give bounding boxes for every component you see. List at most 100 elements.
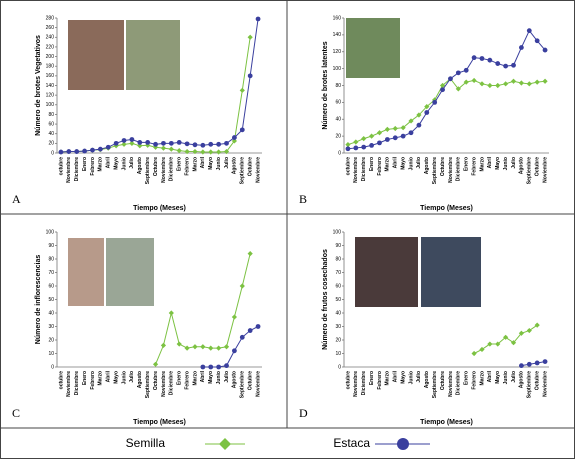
data-point	[368, 133, 375, 139]
data-point	[223, 148, 230, 155]
x-tick-label: Mayo	[495, 157, 501, 170]
x-tick-label: Enero	[177, 371, 183, 385]
data-point	[526, 28, 532, 34]
data-point	[231, 314, 238, 320]
x-tick-label: Enero	[464, 371, 470, 385]
y-tick-label: 120	[46, 92, 55, 98]
data-point	[176, 147, 182, 154]
data-point	[353, 145, 359, 151]
x-tick-label: Junio	[408, 157, 414, 170]
y-tick-label: 80	[48, 256, 54, 262]
y-tick-label: 100	[46, 229, 55, 235]
x-tick-label: octubre	[58, 157, 64, 176]
data-point	[345, 141, 351, 148]
y-tick-label: 40	[335, 117, 341, 123]
data-point	[487, 341, 493, 347]
data-point	[479, 56, 485, 61]
x-tick-label: Septiembre	[432, 157, 438, 184]
data-point	[200, 364, 206, 370]
x-tick-label: Marzo	[192, 371, 198, 385]
x-tick-label: Julio	[511, 157, 517, 169]
data-point	[487, 82, 493, 89]
y-tick-label: 240	[46, 35, 55, 41]
x-tick-label: Febrero	[184, 157, 190, 176]
x-tick-label: Septiembre	[240, 157, 246, 184]
x-axis-label: Tiempo (Meses)	[133, 205, 186, 212]
x-tick-label: Febrero	[377, 371, 383, 390]
data-point	[176, 341, 182, 347]
y-tick-label: 20	[48, 141, 54, 147]
y-tick-label: 80	[48, 112, 54, 118]
x-tick-label: Julio	[416, 157, 422, 169]
data-point	[200, 344, 206, 350]
legend-marker	[219, 438, 231, 450]
x-tick-label: Noviembre	[161, 371, 167, 397]
data-point	[184, 148, 190, 155]
x-tick-label: Septiembre	[240, 371, 246, 398]
x-tick-label: Noviembre	[542, 157, 548, 183]
data-point	[216, 141, 222, 147]
data-point	[542, 78, 548, 84]
data-point	[487, 57, 493, 63]
y-tick-label: 160	[333, 15, 342, 21]
data-point	[247, 328, 253, 333]
x-tick-label: Septiembre	[527, 371, 533, 398]
y-tick-label: 220	[46, 44, 55, 50]
x-tick-label: Enero	[369, 371, 375, 385]
x-tick-label: Octubre	[153, 371, 159, 390]
x-tick-label: Noviembre	[161, 157, 167, 183]
x-tick-label: Junio	[503, 371, 509, 384]
y-tick-label: 0	[338, 150, 341, 156]
x-tick-label: Noviembre	[542, 371, 548, 397]
x-tick-label: Junio	[121, 157, 127, 170]
data-point	[247, 34, 253, 40]
data-point	[168, 146, 174, 152]
data-point	[432, 99, 438, 105]
y-tick-label: 60	[48, 283, 54, 289]
x-tick-label: Mayo	[400, 371, 406, 384]
x-tick-label: Febrero	[184, 371, 190, 390]
data-point	[361, 136, 367, 142]
data-point	[361, 144, 367, 150]
legend-marker	[397, 438, 409, 450]
x-tick-label: Mayo	[113, 157, 119, 170]
data-point	[519, 45, 524, 50]
data-point	[518, 330, 525, 336]
data-point	[82, 148, 87, 154]
y-tick-label: 80	[335, 256, 341, 262]
data-point	[463, 67, 469, 73]
data-point	[495, 341, 501, 347]
data-point	[216, 149, 222, 155]
x-tick-label: Noviembre	[66, 157, 72, 183]
legend-label: Semilla	[126, 436, 166, 450]
x-tick-label: Junio	[216, 371, 222, 384]
x-tick-label: Abril	[487, 370, 493, 382]
data-point	[239, 87, 245, 93]
x-tick-label: Abril	[200, 370, 206, 382]
data-point	[161, 140, 166, 146]
panel-label: A	[12, 192, 21, 206]
y-tick-label: 200	[46, 54, 55, 60]
data-point	[369, 143, 374, 148]
y-tick-label: 260	[46, 25, 55, 31]
x-tick-label: Noviembre	[448, 157, 454, 183]
y-tick-label: 100	[333, 66, 342, 72]
x-tick-label: octubre	[345, 371, 351, 390]
x-tick-label: Febrero	[377, 157, 383, 176]
y-tick-label: 120	[333, 49, 342, 55]
x-tick-label: Julio	[416, 371, 422, 383]
data-point	[105, 144, 111, 150]
y-tick-label: 80	[335, 83, 341, 89]
y-tick-label: 280	[46, 15, 55, 21]
data-point	[184, 141, 190, 147]
photo	[421, 237, 481, 307]
data-point	[384, 137, 390, 142]
y-tick-label: 60	[48, 121, 54, 127]
data-point	[66, 149, 72, 154]
data-point	[232, 348, 237, 354]
data-point	[439, 82, 446, 89]
panel-label: C	[12, 406, 20, 420]
data-point	[471, 77, 477, 84]
data-point	[345, 146, 351, 152]
